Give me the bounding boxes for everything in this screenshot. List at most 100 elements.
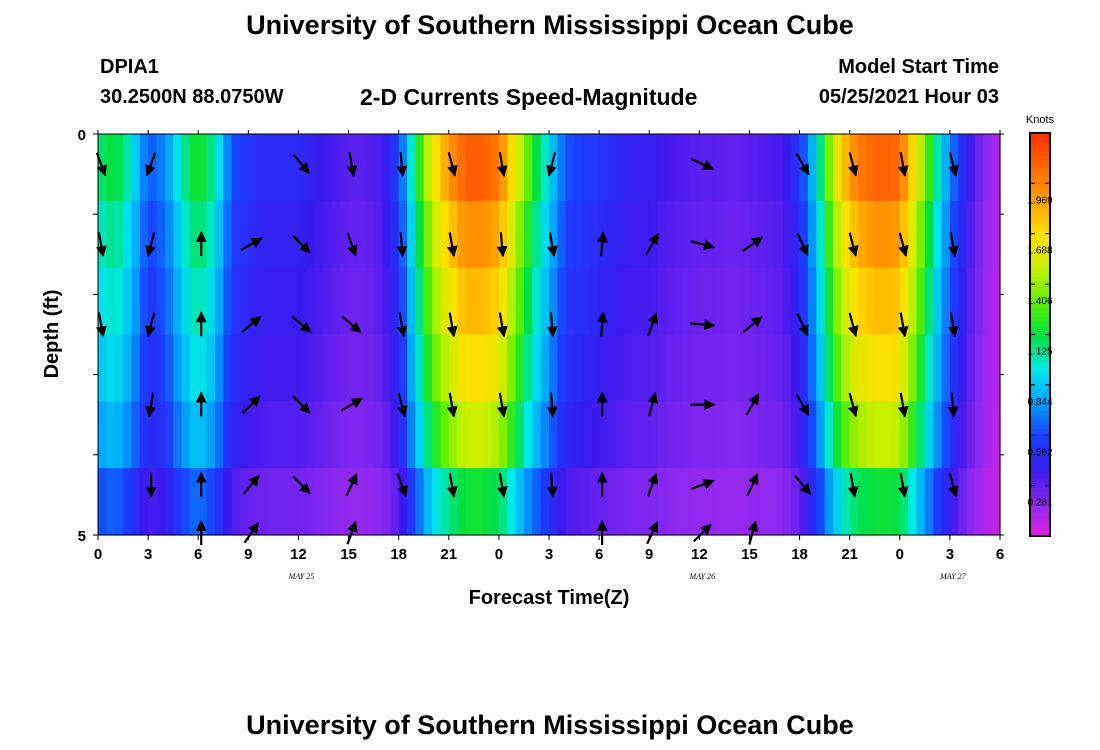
- heatmap-cell: [315, 267, 325, 336]
- heatmap-cell: [841, 468, 851, 536]
- heatmap-cell: [949, 401, 959, 469]
- heatmap-cell: [799, 401, 809, 469]
- current-vector: [396, 473, 408, 498]
- colorbar-segment: [1030, 504, 1050, 510]
- heatmap-cell: [599, 468, 609, 536]
- heatmap-cell: [114, 401, 124, 469]
- current-vector: [292, 395, 311, 414]
- heatmap-cell: [615, 468, 625, 536]
- heatmap-cell: [198, 468, 208, 536]
- current-vector: [847, 152, 859, 177]
- heatmap-cell: [281, 134, 291, 202]
- heatmap-cell: [590, 200, 600, 269]
- heatmap-cell: [724, 200, 734, 269]
- heatmap-cell: [281, 334, 291, 402]
- model-start-label: Model Start Time: [838, 56, 999, 78]
- heatmap-cell: [139, 468, 149, 536]
- current-vector: [95, 232, 107, 258]
- heatmap-cell: [732, 334, 742, 402]
- heatmap-cell: [507, 134, 517, 202]
- current-vector: [796, 232, 809, 257]
- heatmap-cell: [657, 200, 667, 269]
- heatmap-cell: [874, 334, 884, 402]
- colorbar-segment: [1030, 276, 1050, 282]
- colorbar-segment: [1030, 450, 1050, 456]
- heatmap-cell: [231, 267, 241, 336]
- page-title: University of Southern Mississippi Ocean…: [246, 10, 854, 40]
- heatmap-cell: [223, 401, 233, 469]
- heatmap-cell: [682, 267, 692, 336]
- heatmap-cell: [448, 267, 458, 336]
- x-tick-label: 3: [144, 546, 152, 563]
- heatmap-cell: [958, 267, 968, 336]
- current-vector: [340, 397, 363, 412]
- current-vector: [795, 153, 810, 176]
- heatmap-cell: [657, 267, 667, 336]
- current-vector: [496, 312, 508, 338]
- heatmap-cell: [824, 334, 834, 402]
- heatmap-cell: [549, 401, 558, 469]
- heatmap-cell: [398, 267, 408, 336]
- colorbar-segment: [1030, 410, 1050, 416]
- colorbar-segment: [1030, 433, 1050, 439]
- heatmap-cell: [991, 134, 1001, 202]
- heatmap-cell: [849, 468, 859, 536]
- heatmap-cell: [373, 401, 383, 469]
- date-label: MAY 25: [288, 572, 315, 581]
- heatmap-cell: [239, 334, 249, 402]
- heatmap-cell: [498, 401, 508, 469]
- heatmap-cell: [515, 134, 525, 202]
- colorbar-segment: [1030, 491, 1050, 497]
- heatmap-cell: [156, 401, 166, 469]
- current-vector: [145, 392, 157, 418]
- heatmap-cell: [331, 334, 341, 402]
- x-tick-label: 15: [741, 546, 758, 563]
- x-tick-label: 15: [340, 546, 357, 563]
- heatmap-cell: [858, 267, 867, 336]
- heatmap-cell: [532, 401, 542, 469]
- heatmap-cell: [273, 401, 283, 469]
- heatmap-cell: [173, 401, 183, 469]
- x-tick-label: 0: [495, 546, 503, 563]
- current-vector: [691, 158, 715, 171]
- heatmap-cell: [423, 468, 433, 536]
- heatmap-cell: [899, 468, 909, 536]
- heatmap-cell: [173, 334, 183, 402]
- current-vector: [291, 315, 312, 334]
- heatmap-cells: [98, 134, 1001, 536]
- heatmap-cell: [181, 200, 191, 269]
- heatmap-cell: [941, 334, 951, 402]
- heatmap-cell: [574, 200, 584, 269]
- heatmap-cell: [615, 401, 625, 469]
- heatmap-cell: [423, 134, 433, 202]
- heatmap-cell: [390, 334, 400, 402]
- heatmap-cell: [223, 200, 233, 269]
- heatmap-cell: [290, 267, 300, 336]
- heatmap-cell: [106, 334, 116, 402]
- heatmap-cell: [348, 468, 358, 536]
- heatmap-cell: [565, 134, 575, 202]
- heatmap-cell: [189, 267, 199, 336]
- heatmap-cell: [682, 200, 692, 269]
- heatmap-cell: [281, 267, 291, 336]
- current-vector: [947, 232, 959, 258]
- heatmap-cell: [707, 200, 717, 269]
- heatmap-cell: [983, 134, 993, 202]
- heatmap-cell: [958, 134, 968, 202]
- heatmap-cell: [991, 267, 1001, 336]
- heatmap-cell: [924, 334, 934, 402]
- heatmap-cell: [549, 267, 558, 336]
- current-vector: [793, 474, 812, 495]
- colorbar-segment: [1030, 379, 1050, 385]
- heatmap-cell: [908, 468, 918, 536]
- heatmap-cell: [206, 267, 216, 336]
- heatmap-cell: [707, 468, 717, 536]
- colorbar-segment: [1030, 356, 1050, 362]
- current-vector: [898, 232, 909, 257]
- heatmap-cell: [164, 334, 174, 402]
- heatmap-cell: [799, 468, 809, 536]
- heatmap-cell: [774, 134, 784, 202]
- heatmap-cell: [523, 468, 533, 536]
- heatmap-cell: [181, 401, 191, 469]
- heatmap-cell: [866, 468, 876, 536]
